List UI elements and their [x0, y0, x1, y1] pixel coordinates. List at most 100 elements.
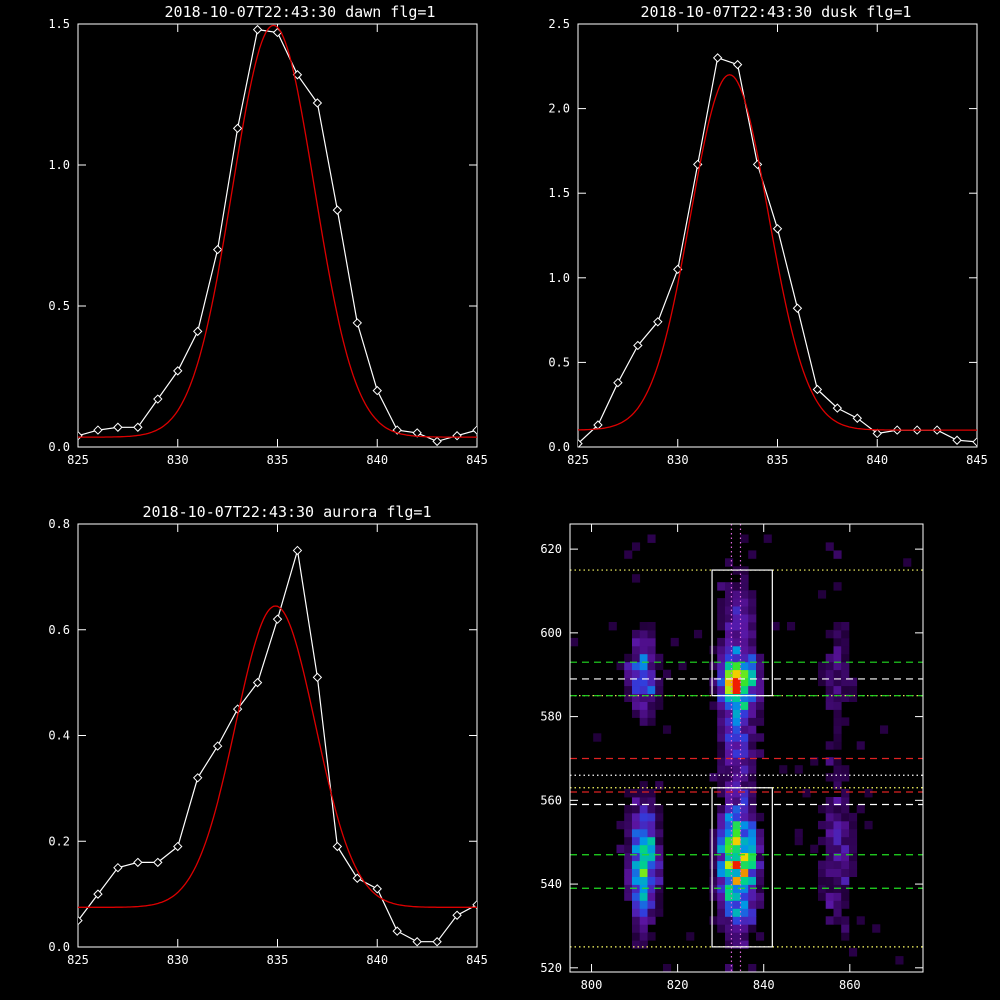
heatmap-cell	[732, 773, 741, 782]
heatmap-cell	[748, 606, 757, 615]
heatmap-cell	[632, 789, 641, 798]
heatmap-cell	[740, 590, 749, 599]
heatmap-cell	[725, 804, 734, 814]
heatmap-cell	[725, 598, 734, 607]
gaussian-fit-line	[78, 605, 477, 908]
x-tick-label: 845	[966, 453, 988, 467]
heatmap-cell	[849, 948, 858, 957]
heatmap-cell	[802, 789, 811, 798]
heatmap-cell	[732, 940, 741, 949]
heatmap-cell	[833, 797, 842, 806]
heatmap-cell	[639, 900, 648, 909]
heatmap-cell	[647, 709, 656, 718]
heatmap-cell	[709, 884, 718, 893]
heatmap-cell	[725, 932, 734, 941]
heatmap-cell	[624, 804, 633, 814]
heatmap-cell	[717, 653, 726, 663]
heatmap-cell	[616, 844, 625, 854]
heatmap-cell	[717, 614, 726, 623]
heatmap-cell	[740, 645, 749, 655]
heatmap-cell	[725, 606, 734, 615]
heatmap-cell	[732, 932, 741, 941]
heatmap-cell	[570, 637, 579, 647]
data-point-diamond	[352, 318, 363, 328]
panel-title: 2018-10-07T22:43:30 aurora flg=1	[143, 503, 432, 521]
heatmap-cell	[849, 685, 858, 694]
heatmap-cell	[756, 836, 765, 846]
heatmap-cell	[725, 860, 734, 869]
heatmap-cell	[717, 661, 726, 671]
heatmap-cell	[632, 709, 641, 718]
plot-frame	[569, 523, 924, 973]
heatmap-cell	[833, 757, 842, 766]
heatmap-cell	[833, 653, 842, 663]
heatmap-cell	[833, 669, 842, 679]
heatmap-cell	[632, 836, 641, 846]
heatmap-cell	[632, 812, 641, 822]
heatmap-cell	[647, 860, 656, 869]
heatmap-cell	[825, 757, 834, 766]
panel-4: 800 820 840 860 520 540 560 580 600 620	[540, 523, 924, 992]
heatmap-cell	[647, 820, 656, 830]
heatmap-cell	[732, 622, 741, 631]
heatmap-cell	[748, 637, 757, 647]
y-tick-label: 0.4	[48, 729, 70, 743]
heatmap-cell	[818, 669, 827, 679]
data-point-diamond	[312, 672, 323, 683]
heatmap-cell	[732, 892, 741, 901]
heatmap-cell	[748, 924, 757, 933]
y-tick-label: 1.0	[548, 271, 570, 285]
heatmap-cell	[740, 749, 749, 758]
data-point-diamond	[972, 437, 977, 447]
heatmap-cell	[756, 669, 765, 679]
heatmap-cell	[639, 661, 648, 671]
heatmap-cell	[825, 900, 834, 909]
heatmap-cell	[647, 645, 656, 655]
heatmap-cell	[717, 733, 726, 742]
heatmap-cell	[740, 629, 749, 639]
heatmap-cell	[725, 781, 734, 790]
heatmap-cell	[740, 598, 749, 607]
heatmap-cell	[740, 773, 749, 782]
heatmap-cell	[748, 701, 757, 710]
data-point-diamond	[133, 422, 143, 432]
x-tick-label: 845	[466, 953, 488, 967]
heatmap-cell	[748, 804, 757, 814]
heatmap-cell	[632, 852, 641, 862]
heatmap-cell	[725, 836, 734, 846]
data-point-diamond	[392, 926, 402, 936]
heatmap-cell	[833, 820, 842, 830]
heatmap-cell	[717, 725, 726, 734]
heatmap-cell	[624, 812, 633, 822]
heatmap-cell	[639, 916, 648, 925]
heatmap-cell	[725, 677, 734, 687]
heatmap-cell	[748, 797, 757, 806]
heatmap-cell	[841, 669, 850, 679]
heatmap-cell	[732, 741, 741, 750]
heatmap-cell	[655, 900, 664, 909]
heatmap-cell	[717, 820, 726, 830]
heatmap-cell	[725, 892, 734, 901]
heatmap-cell	[725, 717, 734, 726]
data-point-diamond	[292, 545, 303, 556]
heatmap-cell	[639, 781, 648, 790]
heatmap-cell	[639, 828, 648, 838]
heatmap-cell	[849, 868, 858, 877]
heatmap-cell	[841, 812, 850, 822]
heatmap-cell	[655, 828, 664, 838]
x-tick-label: 835	[267, 453, 289, 467]
heatmap-cell	[655, 661, 664, 671]
heatmap-cell	[663, 725, 672, 734]
data-point-diamond	[432, 937, 442, 947]
heatmap-cell	[748, 757, 757, 766]
heatmap-cell	[624, 653, 633, 663]
heatmap-cell	[841, 773, 850, 782]
heatmap-cell	[849, 677, 858, 687]
heatmap-cell	[725, 629, 734, 639]
heatmap-cell	[639, 892, 648, 901]
heatmap-cell	[740, 892, 749, 901]
heatmap-cell	[833, 804, 842, 814]
heatmap-cell	[825, 820, 834, 830]
heatmap-cell	[748, 693, 757, 702]
heatmap-cell	[709, 892, 718, 901]
